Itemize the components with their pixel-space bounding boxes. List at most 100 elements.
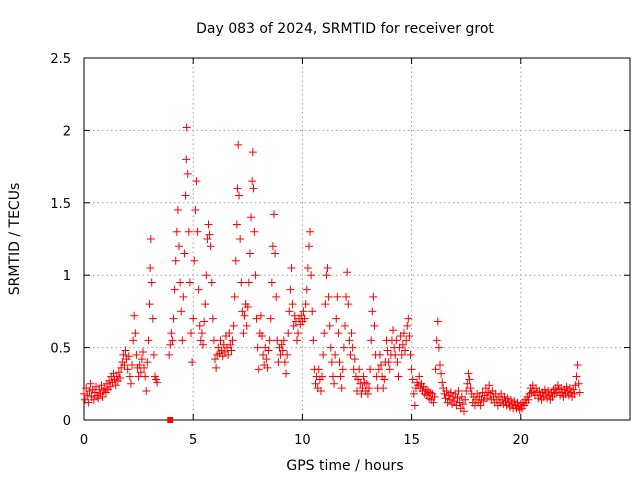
data-point (238, 307, 247, 316)
data-point (325, 321, 334, 330)
data-point (259, 350, 268, 359)
data-point (203, 235, 212, 243)
y-tick-label: 0.5 (50, 342, 71, 357)
data-point (124, 352, 133, 361)
data-point (392, 336, 401, 345)
y-tick-label: 1 (63, 269, 71, 284)
data-point (172, 227, 181, 236)
data-point (375, 350, 384, 359)
points-layer (80, 123, 584, 416)
data-point (194, 285, 203, 294)
data-point (463, 379, 472, 388)
data-point (182, 155, 191, 164)
data-point (286, 285, 295, 294)
data-point (177, 307, 186, 316)
data-point (365, 384, 374, 393)
data-point (165, 350, 174, 359)
data-point (339, 343, 348, 352)
data-point (437, 369, 446, 378)
data-point (389, 326, 398, 335)
data-point (265, 336, 274, 345)
data-point (510, 397, 519, 406)
data-point (383, 346, 392, 355)
data-point (343, 268, 352, 277)
data-point (279, 336, 288, 345)
data-point (460, 407, 469, 416)
data-point (320, 329, 329, 338)
data-point (442, 387, 451, 396)
data-point (379, 384, 388, 393)
data-point (233, 184, 242, 193)
data-point (208, 314, 217, 323)
data-point (171, 256, 180, 265)
data-point (331, 350, 340, 359)
data-point (146, 235, 155, 243)
data-point (268, 242, 277, 251)
data-point (230, 292, 239, 301)
data-point (168, 336, 177, 345)
data-point (347, 329, 356, 338)
data-point (342, 292, 351, 301)
data-point (199, 340, 208, 349)
data-point (407, 365, 416, 374)
data-point (243, 303, 252, 312)
data-point (466, 384, 475, 393)
y-tick-label: 2 (63, 124, 71, 139)
data-point (374, 365, 383, 374)
data-point (231, 256, 240, 265)
data-point (257, 332, 266, 341)
data-point (253, 343, 262, 352)
data-point (524, 395, 533, 404)
data-point (431, 365, 440, 374)
data-point (132, 350, 141, 359)
data-point (535, 387, 544, 396)
data-point (369, 292, 378, 301)
data-point (237, 278, 246, 287)
data-point (461, 395, 470, 404)
data-point (144, 336, 153, 345)
data-point (377, 360, 386, 369)
data-point (235, 191, 244, 200)
data-point (319, 350, 328, 359)
data-point (462, 387, 471, 396)
data-point (476, 401, 485, 410)
data-point (455, 398, 464, 407)
data-point (394, 372, 403, 381)
data-point (283, 350, 292, 359)
data-point (314, 365, 323, 374)
data-point (166, 340, 175, 349)
data-point (218, 352, 227, 361)
data-point (185, 278, 194, 287)
data-point (323, 263, 332, 272)
data-point (353, 387, 361, 396)
data-point (415, 372, 424, 381)
data-point (141, 372, 150, 381)
data-point (248, 148, 257, 157)
data-point (366, 365, 375, 374)
data-point (282, 369, 291, 378)
data-point (354, 375, 363, 384)
data-point (189, 314, 198, 323)
data-point (277, 340, 286, 349)
data-point (267, 278, 276, 287)
data-point (232, 220, 241, 229)
data-point (178, 336, 187, 345)
data-point (453, 394, 462, 403)
data-point (435, 360, 444, 369)
data-point (188, 358, 197, 367)
data-point (213, 350, 222, 359)
data-point (80, 389, 88, 398)
data-point (433, 317, 442, 326)
data-point (182, 123, 191, 132)
data-point (571, 381, 580, 390)
data-point (239, 329, 248, 338)
data-point (131, 329, 140, 338)
data-point (464, 369, 473, 378)
plot-frame (83, 57, 631, 421)
data-point (334, 329, 343, 338)
data-point (307, 271, 316, 280)
data-point (367, 336, 376, 345)
data-point (170, 285, 179, 294)
data-point (335, 358, 344, 367)
data-point (228, 336, 237, 345)
